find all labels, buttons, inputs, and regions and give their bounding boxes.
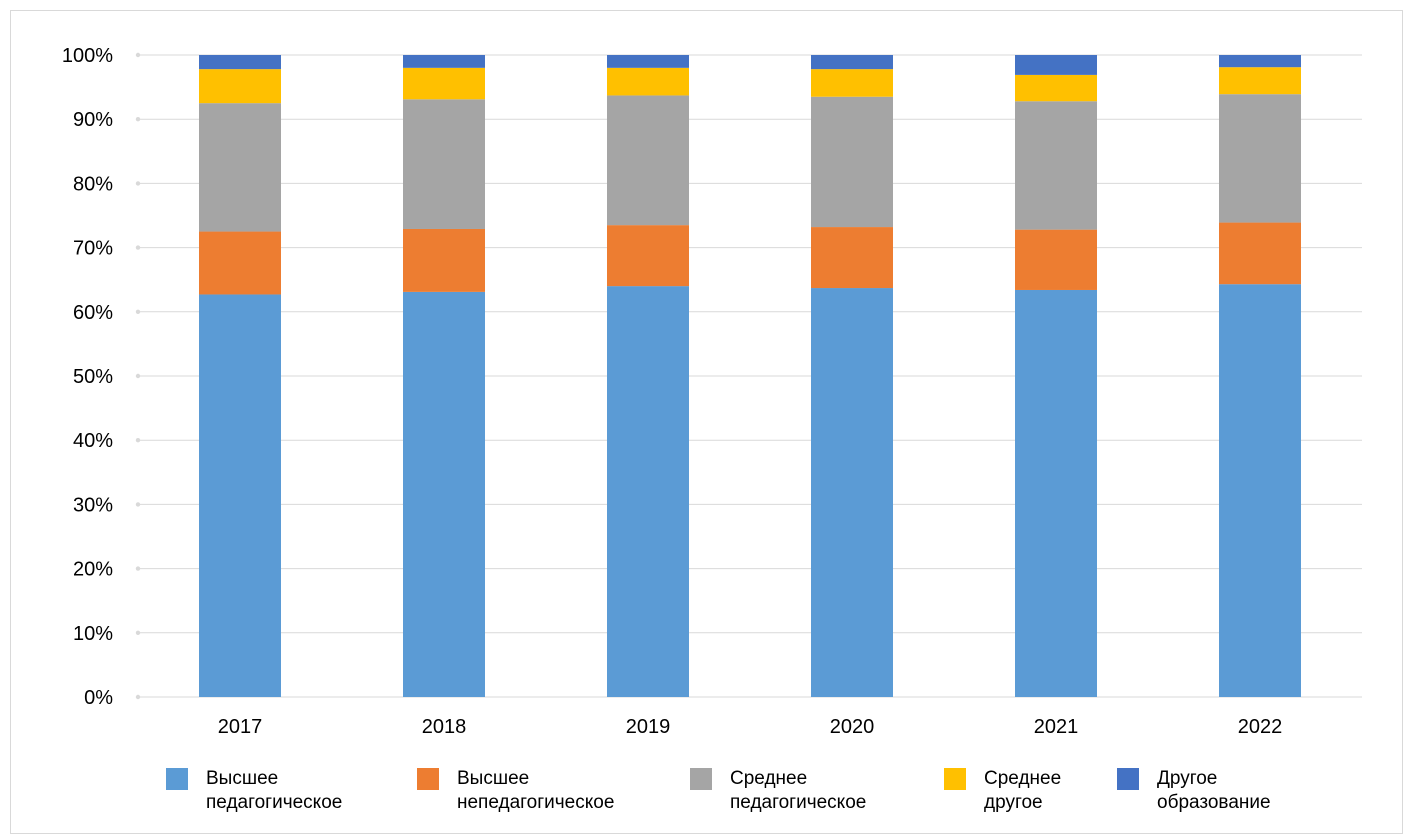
y-tick-label: 0% [84, 687, 113, 709]
y-tick-label: 40% [73, 430, 113, 452]
bar-segment [1219, 222, 1301, 285]
tick-mark [135, 566, 141, 571]
bar-segment [403, 228, 485, 292]
tick-mark [135, 694, 141, 700]
x-tick-label: 2021 [1034, 716, 1079, 738]
legend-label: Среднее [984, 768, 1061, 789]
bar-segment [1219, 284, 1301, 697]
bar-segment [811, 96, 893, 228]
y-tick-label: 70% [73, 238, 113, 260]
x-axis: 2017 2018 2019 2020 2021 2022 [218, 716, 1283, 738]
bar-segment [811, 55, 893, 70]
y-tick-label: 90% [73, 109, 113, 131]
tick-mark [135, 309, 141, 314]
y-tick-label: 10% [73, 623, 113, 645]
x-tick-label: 2018 [422, 716, 467, 738]
bar-segment [1015, 55, 1097, 75]
bar-segment [403, 99, 485, 229]
tick-mark [135, 373, 141, 379]
x-tick-label: 2022 [1238, 716, 1283, 738]
bar-segment [403, 291, 485, 697]
tick-mark [135, 630, 141, 635]
bar-segment [199, 231, 281, 295]
legend-item: Высшее непедагогическое [417, 768, 614, 813]
bar-segment [1219, 55, 1301, 68]
bar-segment [607, 67, 689, 96]
bar-segment [1219, 67, 1301, 95]
bar-segment [811, 69, 893, 97]
bar-segment [607, 95, 689, 226]
legend-label: педагогическое [206, 792, 342, 813]
legend-label: Среднее [730, 768, 807, 789]
bar-segment [199, 69, 281, 104]
bar-segment [199, 103, 281, 232]
bar-segment [1015, 289, 1097, 697]
bar-segment [199, 294, 281, 697]
legend-swatch [1117, 768, 1139, 790]
bar-segment [1015, 229, 1097, 290]
bars [199, 55, 1301, 697]
bar-segment [607, 286, 689, 697]
legend-swatch [690, 768, 712, 790]
tick-mark [135, 502, 141, 507]
tick-mark [135, 181, 141, 186]
legend-item: Среднее педагогическое [690, 768, 866, 813]
x-tick-label: 2019 [626, 716, 671, 738]
legend-label: Другое [1157, 768, 1217, 789]
bar-segment [607, 225, 689, 287]
y-tick-label: 30% [73, 494, 113, 516]
legend-label: непедагогическое [457, 792, 614, 813]
bar-segment [1015, 101, 1097, 230]
gridlines [135, 52, 1362, 700]
y-axis: 0% 10% 20% 30% 40% 50% 60% 70% 80% 90% 100% [62, 45, 113, 709]
y-tick-label: 20% [73, 559, 113, 581]
bar-segment [811, 227, 893, 289]
legend-label: другое [984, 792, 1043, 813]
legend-label: Высшее [206, 768, 278, 789]
tick-mark [135, 117, 141, 122]
tick-mark [135, 245, 141, 250]
x-tick-label: 2020 [830, 716, 875, 738]
bar-segment [607, 55, 689, 68]
y-tick-label: 60% [73, 302, 113, 324]
bar-segment [199, 55, 281, 70]
legend-item: Другое образование [1117, 768, 1271, 813]
legend-swatch [166, 768, 188, 790]
bar-segment [403, 55, 485, 68]
legend-label: педагогическое [730, 792, 866, 813]
y-tick-label: 50% [73, 366, 113, 388]
x-tick-label: 2017 [218, 716, 263, 738]
bar-segment [1219, 94, 1301, 223]
bar-segment [403, 67, 485, 100]
y-tick-label: 100% [62, 45, 113, 67]
bar-segment [811, 288, 893, 697]
legend-label: Высшее [457, 768, 529, 789]
legend-item: Высшее педагогическое [166, 768, 342, 813]
y-tick-label: 80% [73, 173, 113, 195]
tick-mark [135, 52, 141, 58]
tick-mark [135, 438, 141, 443]
legend-swatch [417, 768, 439, 790]
legend-label: образование [1157, 792, 1271, 813]
legend: Высшее педагогическое Высшее непедагогическ… [166, 768, 1271, 813]
legend-item: Среднее другое [944, 768, 1061, 813]
bar-segment [1015, 74, 1097, 102]
legend-swatch [944, 768, 966, 790]
